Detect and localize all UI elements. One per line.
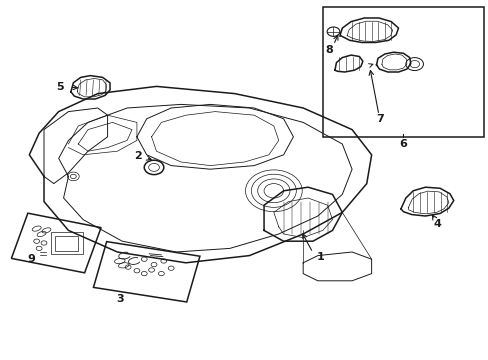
- Text: 7: 7: [376, 114, 384, 124]
- Text: 9: 9: [28, 254, 36, 264]
- Bar: [51, 232, 83, 254]
- Text: 4: 4: [433, 219, 441, 229]
- Text: 8: 8: [325, 45, 332, 55]
- Text: 6: 6: [399, 139, 407, 149]
- Bar: [55, 236, 78, 251]
- Text: 2: 2: [134, 150, 142, 161]
- Text: 1: 1: [316, 252, 324, 262]
- Text: 3: 3: [116, 294, 123, 304]
- Text: 5: 5: [56, 82, 63, 92]
- Bar: [322, 7, 483, 137]
